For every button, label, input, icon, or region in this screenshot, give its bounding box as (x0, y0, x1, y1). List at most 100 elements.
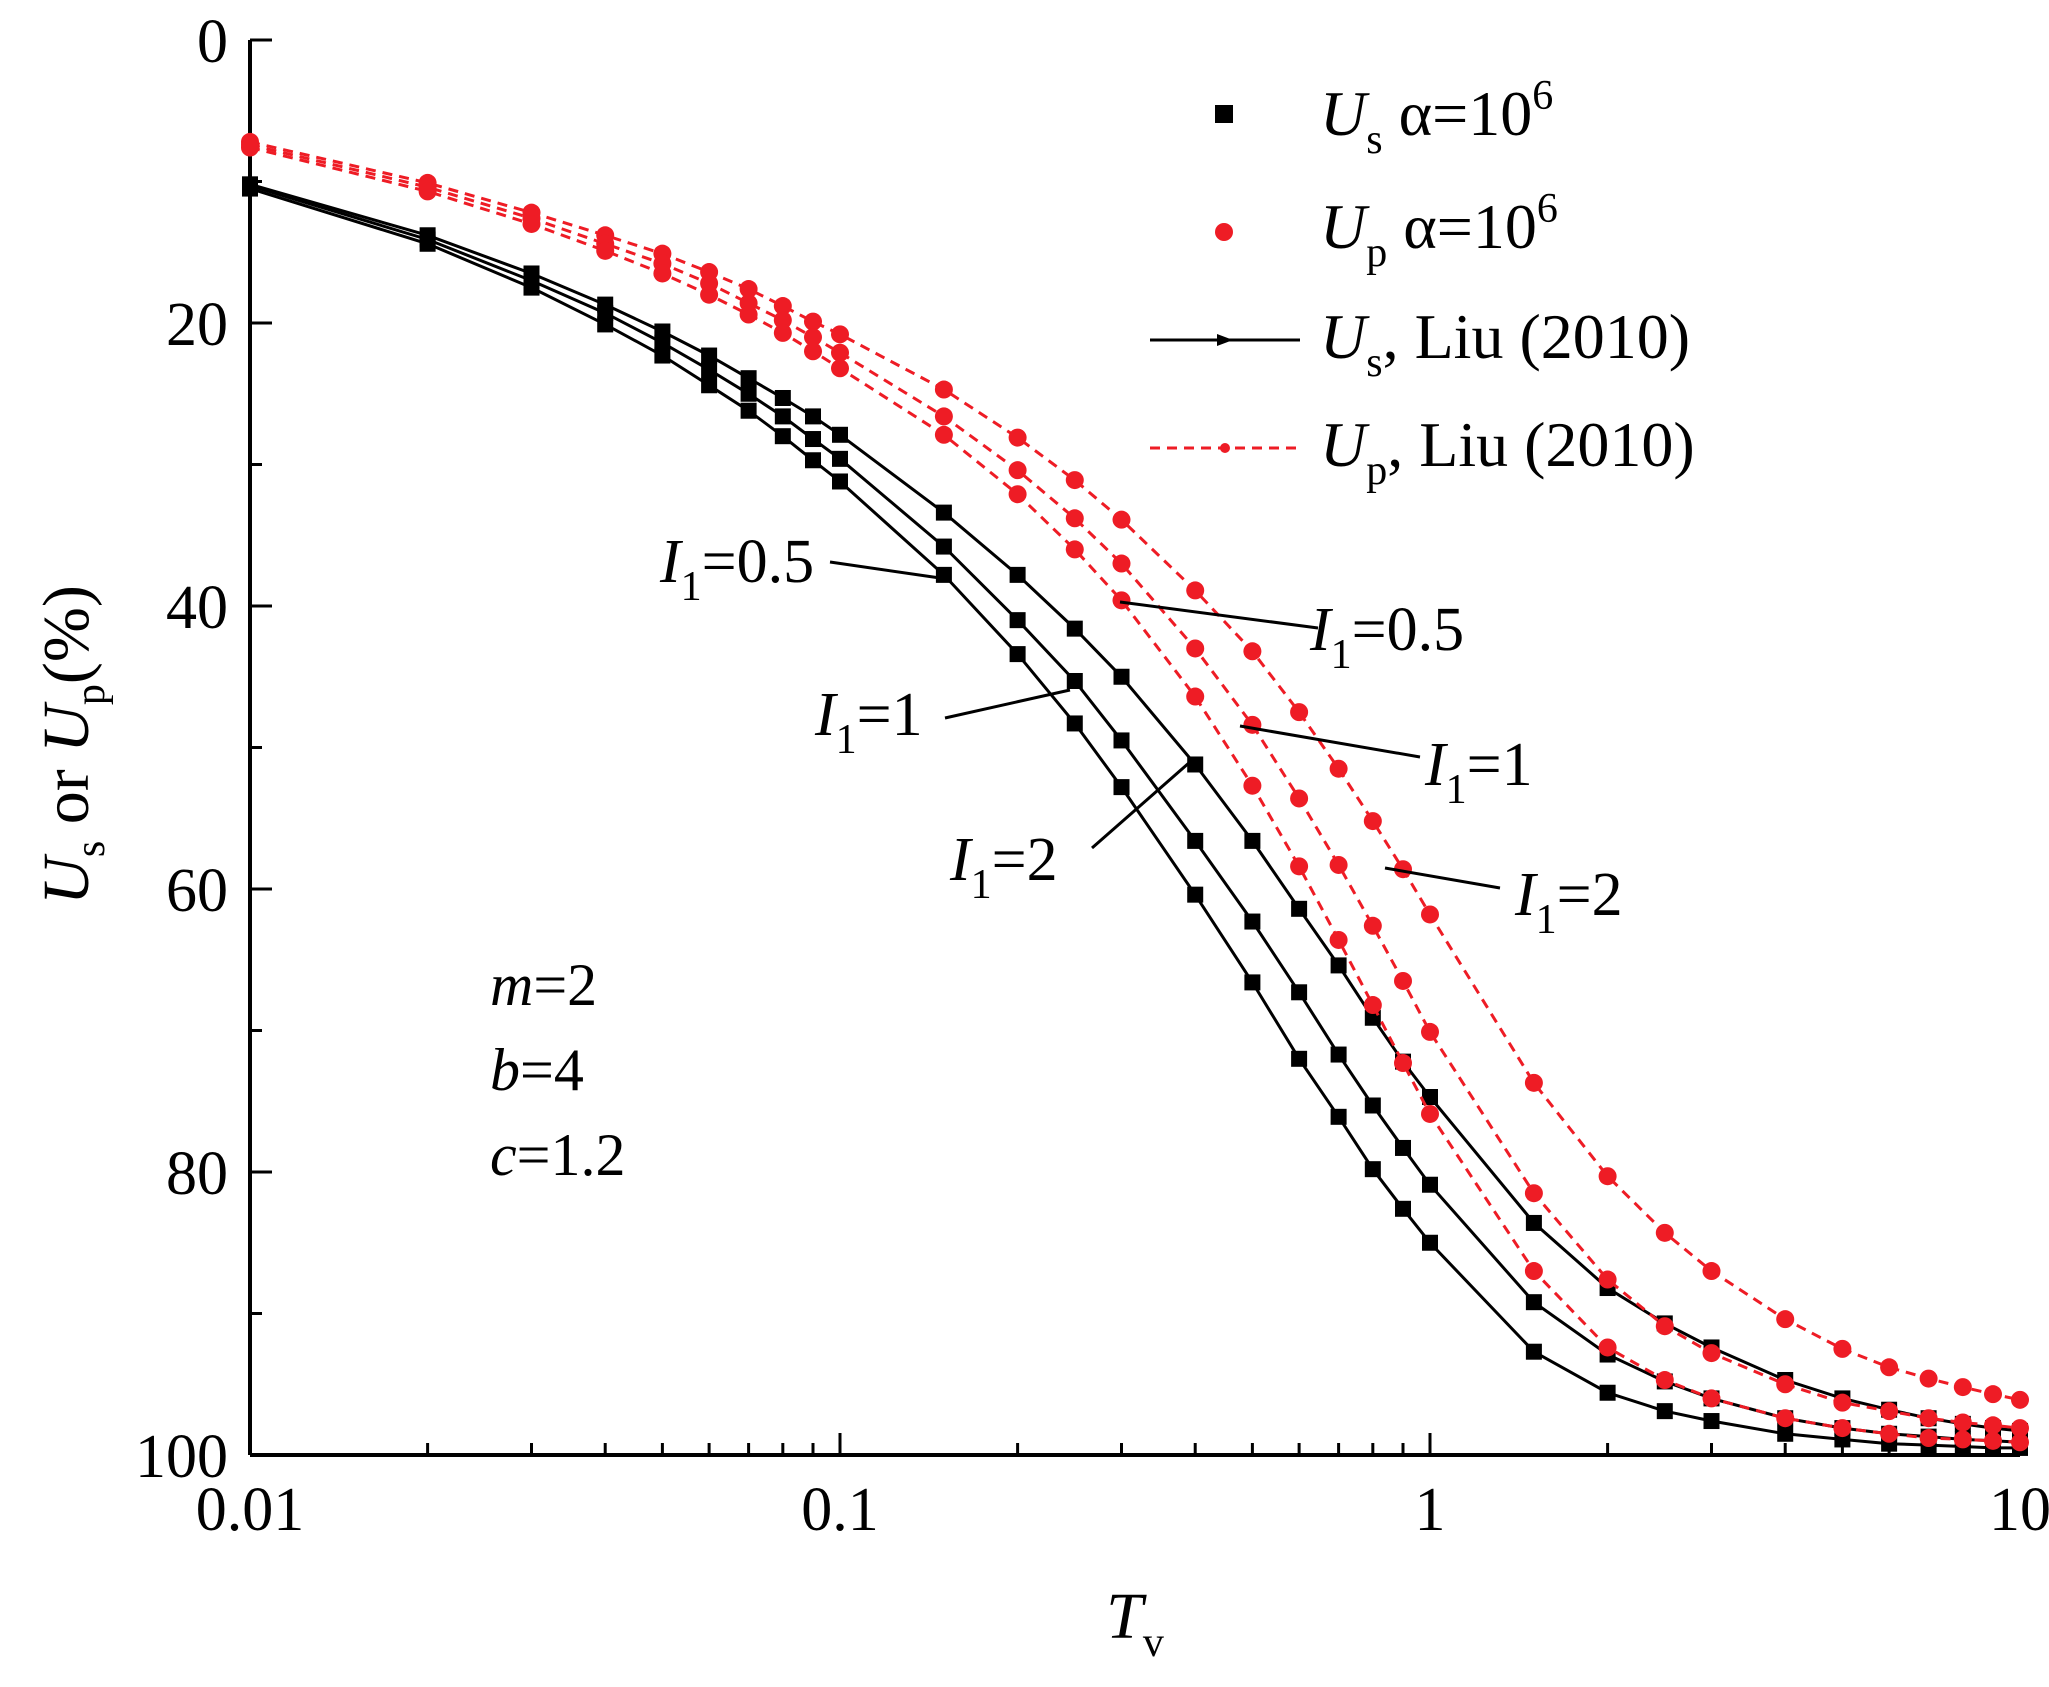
legend-arrow-us-liu (1217, 334, 1233, 346)
x-tick-label-0.01: 0.01 (196, 1476, 305, 1544)
y-tick-label-0: 0 (197, 8, 228, 76)
point-us-i1-2-15 (1244, 974, 1261, 991)
point-up-i1-0.5-7 (773, 297, 792, 316)
point-up-i1-2-12 (1065, 540, 1084, 559)
point-us-i1-0.5-17 (1330, 957, 1347, 974)
point-up-i1-2-16 (1290, 857, 1309, 876)
series-line-up-i1-2 (249, 146, 2021, 1444)
point-up-i1-2-2 (522, 214, 541, 233)
point-us-i1-2-9 (832, 473, 848, 490)
point-up-i1-2-27 (1880, 1424, 1899, 1443)
x-axis-label-sub: v (1143, 1620, 1164, 1666)
y-axis-label-s1: s (68, 841, 114, 857)
point-us-i1-2-16 (1291, 1050, 1308, 1067)
point-up-i1-2-5 (700, 285, 719, 304)
point-up-i1-0.5-31 (2011, 1390, 2029, 1409)
point-up-i1-0.5-22 (1598, 1167, 1617, 1186)
y-axis-label-u1: U (30, 853, 103, 905)
legend-marker-up-circle (1215, 223, 1233, 241)
point-up-i1-2-25 (1776, 1409, 1795, 1428)
point-us-i1-2-5 (701, 377, 718, 394)
point-us-i1-2-3 (597, 316, 614, 333)
point-us-i1-1-8 (805, 431, 822, 448)
point-up-i1-0.5-12 (1065, 471, 1084, 490)
point-up-i1-2-7 (773, 323, 792, 342)
y-axis-label-mid: or (30, 753, 103, 841)
leader-us-two (1091, 760, 1191, 850)
point-up-i1-1-31 (2011, 1419, 2029, 1438)
point-up-i1-1-14 (1186, 639, 1205, 658)
point-up-i1-1-23 (1655, 1317, 1674, 1336)
x-tick-label-10: 10 (1989, 1476, 2049, 1544)
point-us-i1-0.5-6 (740, 370, 757, 387)
point-us-i1-1-13 (1113, 732, 1130, 749)
point-us-i1-2-1 (419, 235, 436, 252)
point-up-i1-1-9 (831, 343, 849, 362)
y-tick-label-20: 20 (166, 291, 228, 359)
param-b: b=4 (490, 1037, 584, 1103)
annotation-leaders (829, 560, 1501, 890)
point-us-i1-1-11 (1009, 612, 1026, 629)
point-up-i1-0.5-28 (1919, 1369, 1938, 1388)
point-us-i1-2-2 (523, 279, 540, 296)
point-up-i1-2-29 (1953, 1430, 1972, 1449)
point-up-i1-0.5-8 (804, 312, 823, 331)
series-line-up-i1-1 (249, 143, 2021, 1430)
point-up-i1-2-13 (1112, 591, 1131, 610)
legend-entry-us-liu: Us, Liu (2010) (1320, 301, 1690, 386)
point-us-i1-1-14 (1187, 832, 1204, 849)
legend-marker-us-square (1215, 105, 1233, 123)
point-up-i1-1-24 (1702, 1344, 1721, 1363)
point-us-i1-2-0 (242, 180, 258, 197)
point-up-i1-1-12 (1065, 509, 1084, 528)
series-line-up-i1-0.5 (249, 140, 2021, 1402)
point-up-i1-0.5-23 (1655, 1223, 1674, 1242)
point-us-i1-2-13 (1113, 779, 1130, 796)
point-up-i1-2-11 (1008, 485, 1027, 504)
y-axis-label-u2: U (30, 701, 103, 753)
point-up-i1-2-26 (1833, 1419, 1852, 1438)
point-up-i1-2-10 (934, 425, 953, 444)
point-up-i1-2-0 (241, 138, 259, 157)
point-up-i1-1-27 (1880, 1402, 1899, 1421)
point-up-i1-0.5-15 (1243, 642, 1262, 661)
axis-ticks (248, 38, 2022, 1457)
point-us-i1-2-11 (1009, 646, 1026, 663)
point-us-i1-2-14 (1187, 886, 1204, 903)
point-up-i1-0.5-9 (831, 325, 849, 344)
point-up-i1-2-31 (2011, 1433, 2029, 1452)
point-up-i1-1-15 (1243, 715, 1262, 734)
point-us-i1-1-4 (654, 334, 671, 351)
x-axis-label: Tv (1106, 1580, 1164, 1666)
point-up-i1-0.5-29 (1953, 1378, 1972, 1397)
series-layer (241, 132, 2029, 1456)
point-us-i1-0.5-16 (1291, 900, 1308, 917)
point-up-i1-2-24 (1702, 1389, 1721, 1408)
point-us-i1-2-19 (1395, 1200, 1412, 1217)
point-up-i1-0.5-17 (1329, 759, 1348, 778)
point-up-i1-1-7 (773, 311, 792, 330)
point-us-i1-2-12 (1066, 715, 1083, 732)
point-up-i1-0.5-27 (1880, 1358, 1899, 1377)
y-tick-label-40: 40 (166, 574, 228, 642)
point-us-i1-1-18 (1364, 1097, 1381, 1114)
point-us-i1-0.5-5 (701, 347, 718, 364)
point-up-i1-0.5-11 (1008, 428, 1027, 447)
point-up-i1-1-22 (1598, 1270, 1617, 1289)
point-up-i1-1-8 (804, 328, 823, 347)
point-up-i1-2-23 (1655, 1371, 1674, 1390)
point-us-i1-0.5-9 (832, 426, 848, 443)
annotation-us-one: I1=1 (814, 681, 923, 763)
point-up-i1-1-21 (1524, 1184, 1543, 1203)
point-up-i1-2-1 (418, 182, 437, 201)
point-up-i1-2-20 (1421, 1104, 1439, 1123)
point-up-i1-2-14 (1186, 687, 1205, 706)
plot-area (241, 38, 2029, 1457)
point-us-i1-0.5-21 (1525, 1214, 1542, 1231)
point-us-i1-0.5-7 (774, 389, 791, 406)
leader-us-half (829, 560, 941, 580)
point-up-i1-2-21 (1524, 1262, 1543, 1281)
point-up-i1-2-4 (653, 264, 672, 283)
point-up-i1-0.5-26 (1833, 1339, 1852, 1358)
